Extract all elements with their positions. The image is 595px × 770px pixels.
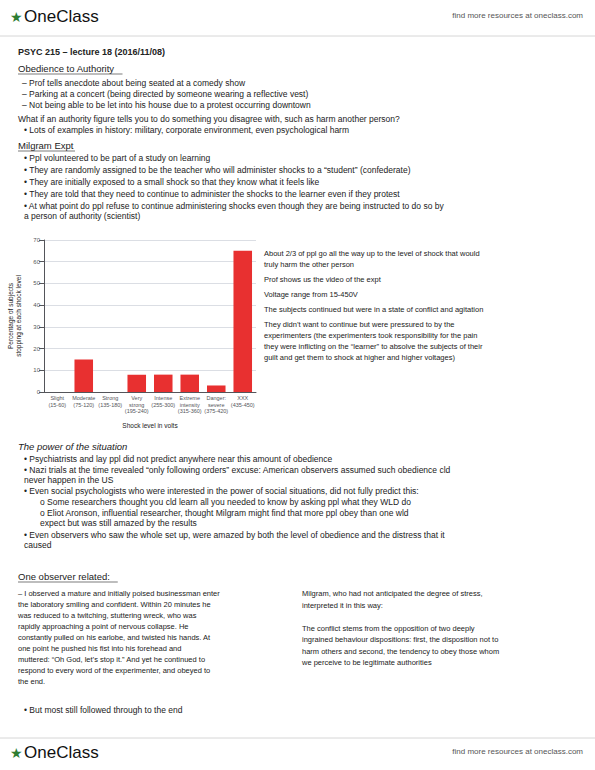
svg-text:stopping at each shock level: stopping at each shock level xyxy=(15,275,23,357)
svg-text:50: 50 xyxy=(33,280,40,286)
svg-text:The power of the situation: The power of the situation xyxy=(18,441,127,452)
svg-text:o Eliot Aronson, influential r: o Eliot Aronson, influential researcher,… xyxy=(40,508,409,518)
svg-text:PSYC 215 – lecture 18 (2016/11: PSYC 215 – lecture 18 (2016/11/08) xyxy=(18,47,165,57)
svg-text:one point he pushed his fist i: one point he pushed his fist into his fo… xyxy=(18,644,181,653)
svg-text:• Even observers who saw the w: • Even observers who saw the whole set u… xyxy=(24,530,445,540)
svg-text:strong: strong xyxy=(129,402,144,408)
svg-text:constantly pulled on his earlo: constantly pulled on his earlobe, and tw… xyxy=(18,633,211,642)
svg-text:caused: caused xyxy=(24,540,52,550)
svg-text:0: 0 xyxy=(37,389,41,395)
svg-text:70: 70 xyxy=(33,237,40,243)
svg-text:• At what point do ppl refuse: • At what point do ppl refuse to continu… xyxy=(24,201,444,211)
svg-text:– Not being able to be let int: – Not being able to be let into his hous… xyxy=(22,100,311,110)
svg-text:(375-420): (375-420) xyxy=(204,408,228,414)
svg-text:the laboratory smiling and con: the laboratory smiling and confident. Wi… xyxy=(18,600,211,609)
svg-text:harm others and second, the te: harm others and second, the tendency to … xyxy=(302,647,499,656)
svg-text:One observer related:: One observer related: xyxy=(18,571,110,582)
svg-text:• Nazi trials at the time reve: • Nazi trials at the time revealed “only… xyxy=(24,465,451,475)
svg-text:a person of authority (scienti: a person of authority (scientist) xyxy=(24,211,140,221)
svg-text:• Psychiatrists and lay ppl di: • Psychiatrists and lay ppl did not pred… xyxy=(24,454,332,464)
svg-text:(135-180): (135-180) xyxy=(98,402,122,408)
svg-text:• Ppl volunteered to be part o: • Ppl volunteered to be part of a study … xyxy=(24,153,211,163)
svg-text:Prof shows us the video of the: Prof shows us the video of the expt xyxy=(264,275,382,284)
svg-text:– I observed a mature and init: – I observed a mature and initially pois… xyxy=(18,589,220,598)
svg-text:o Some researchers thought you: o Some researchers thought you cld learn… xyxy=(40,497,411,507)
svg-text:60: 60 xyxy=(33,259,40,265)
svg-text:10: 10 xyxy=(33,367,40,373)
svg-text:(255-300): (255-300) xyxy=(151,402,175,408)
svg-text:OneClass: OneClass xyxy=(24,7,99,26)
svg-text:Strong: Strong xyxy=(102,395,118,401)
svg-text:we perceive to be legitimate a: we perceive to be legitimate authorities xyxy=(301,658,432,667)
svg-text:Moderate: Moderate xyxy=(72,395,95,401)
svg-text:★: ★ xyxy=(10,745,23,761)
svg-text:• But most still followed thro: • But most still followed through to the… xyxy=(24,705,183,715)
svg-text:intensity: intensity xyxy=(180,402,200,408)
svg-text:rapidly approaching a point of: rapidly approaching a point of nervous c… xyxy=(18,622,189,631)
svg-text:the end.: the end. xyxy=(18,677,45,686)
svg-text:Extreme: Extreme xyxy=(180,395,200,401)
svg-text:severe: severe xyxy=(208,402,225,408)
svg-text:was reduced to a twitching, st: was reduced to a twitching, stuttering w… xyxy=(17,611,197,620)
svg-text:– Prof tells anecdote about be: – Prof tells anecdote about being seated… xyxy=(22,78,246,88)
svg-text:(435-450): (435-450) xyxy=(231,402,255,408)
svg-text:Slight: Slight xyxy=(50,395,64,401)
svg-text:Very: Very xyxy=(131,395,142,401)
svg-text:Milgram, who had not anticipat: Milgram, who had not anticipated the deg… xyxy=(302,589,483,598)
svg-text:(195-240): (195-240) xyxy=(125,408,149,414)
svg-text:muttered: “Oh God, let’s stop: muttered: “Oh God, let’s stop it.” And y… xyxy=(18,655,205,664)
svg-text:Milgram Expt: Milgram Expt xyxy=(18,140,74,151)
svg-text:Obedience to Authority: Obedience to Authority xyxy=(18,63,114,74)
svg-text:Percentage of subjects: Percentage of subjects xyxy=(7,282,15,349)
svg-text:• They are initially exposed t: • They are initially exposed to a small … xyxy=(24,177,320,187)
svg-text:Shock level in volts: Shock level in volts xyxy=(122,422,178,429)
svg-text:They didn’t want to continue b: They didn’t want to continue but were pr… xyxy=(264,320,455,329)
svg-text:interpreted it in this way:: interpreted it in this way: xyxy=(302,601,383,610)
svg-text:they were inflicting on the “l: they were inflicting on the “learner” to… xyxy=(264,342,483,351)
svg-text:Danger:: Danger: xyxy=(206,395,226,401)
svg-text:(15-60): (15-60) xyxy=(48,402,66,408)
svg-text:• Lots of examples in history:: • Lots of examples in history: military,… xyxy=(24,125,349,135)
svg-text:• They are told that they need: • They are told that they need to contin… xyxy=(24,189,400,199)
svg-text:guilt and get them to shock at: guilt and get them to shock at higher an… xyxy=(264,353,455,362)
svg-text:respond to every word of the e: respond to every word of the experimente… xyxy=(18,666,210,675)
svg-text:OneClass: OneClass xyxy=(24,743,99,762)
svg-text:never happen in the US: never happen in the US xyxy=(24,475,114,485)
svg-text:(315-360): (315-360) xyxy=(178,408,202,414)
svg-text:What if an authority figure te: What if an authority figure tells you to… xyxy=(18,114,400,124)
svg-text:Voltage range from 15-450V: Voltage range from 15-450V xyxy=(264,290,358,299)
svg-text:• Even social psychologists wh: • Even social psychologists who were int… xyxy=(24,486,419,496)
svg-text:• They are randomly assigned t: • They are randomly assigned to be the t… xyxy=(24,165,411,175)
svg-text:20: 20 xyxy=(33,346,40,352)
svg-text:truly harm the other person: truly harm the other person xyxy=(264,260,354,269)
svg-text:★: ★ xyxy=(10,9,23,25)
svg-text:find more resources at oneclas: find more resources at oneclass.com xyxy=(452,11,583,20)
svg-text:find more resources at oneclas: find more resources at oneclass.com xyxy=(452,747,583,756)
svg-text:(75-120): (75-120) xyxy=(73,402,94,408)
svg-text:expect but was still amazed by: expect but was still amazed by the resul… xyxy=(40,518,197,528)
svg-text:XXX: XXX xyxy=(237,395,248,401)
svg-text:experimenters (the experimente: experimenters (the experimenters took re… xyxy=(264,331,477,340)
svg-text:The subjects continued but wer: The subjects continued but were in a sta… xyxy=(264,305,483,314)
svg-text:ingrained behaviour dispositio: ingrained behaviour dispositions: first,… xyxy=(302,635,498,644)
svg-text:Intense: Intense xyxy=(154,395,172,401)
svg-text:30: 30 xyxy=(33,324,40,330)
svg-text:The conflict stems from the op: The conflict stems from the opposition o… xyxy=(302,624,475,633)
svg-text:40: 40 xyxy=(33,302,40,308)
svg-text:– Parking at a concert (being: – Parking at a concert (being directed b… xyxy=(22,89,308,99)
svg-text:About 2/3 of ppl go all the wa: About 2/3 of ppl go all the way up to th… xyxy=(264,249,480,258)
